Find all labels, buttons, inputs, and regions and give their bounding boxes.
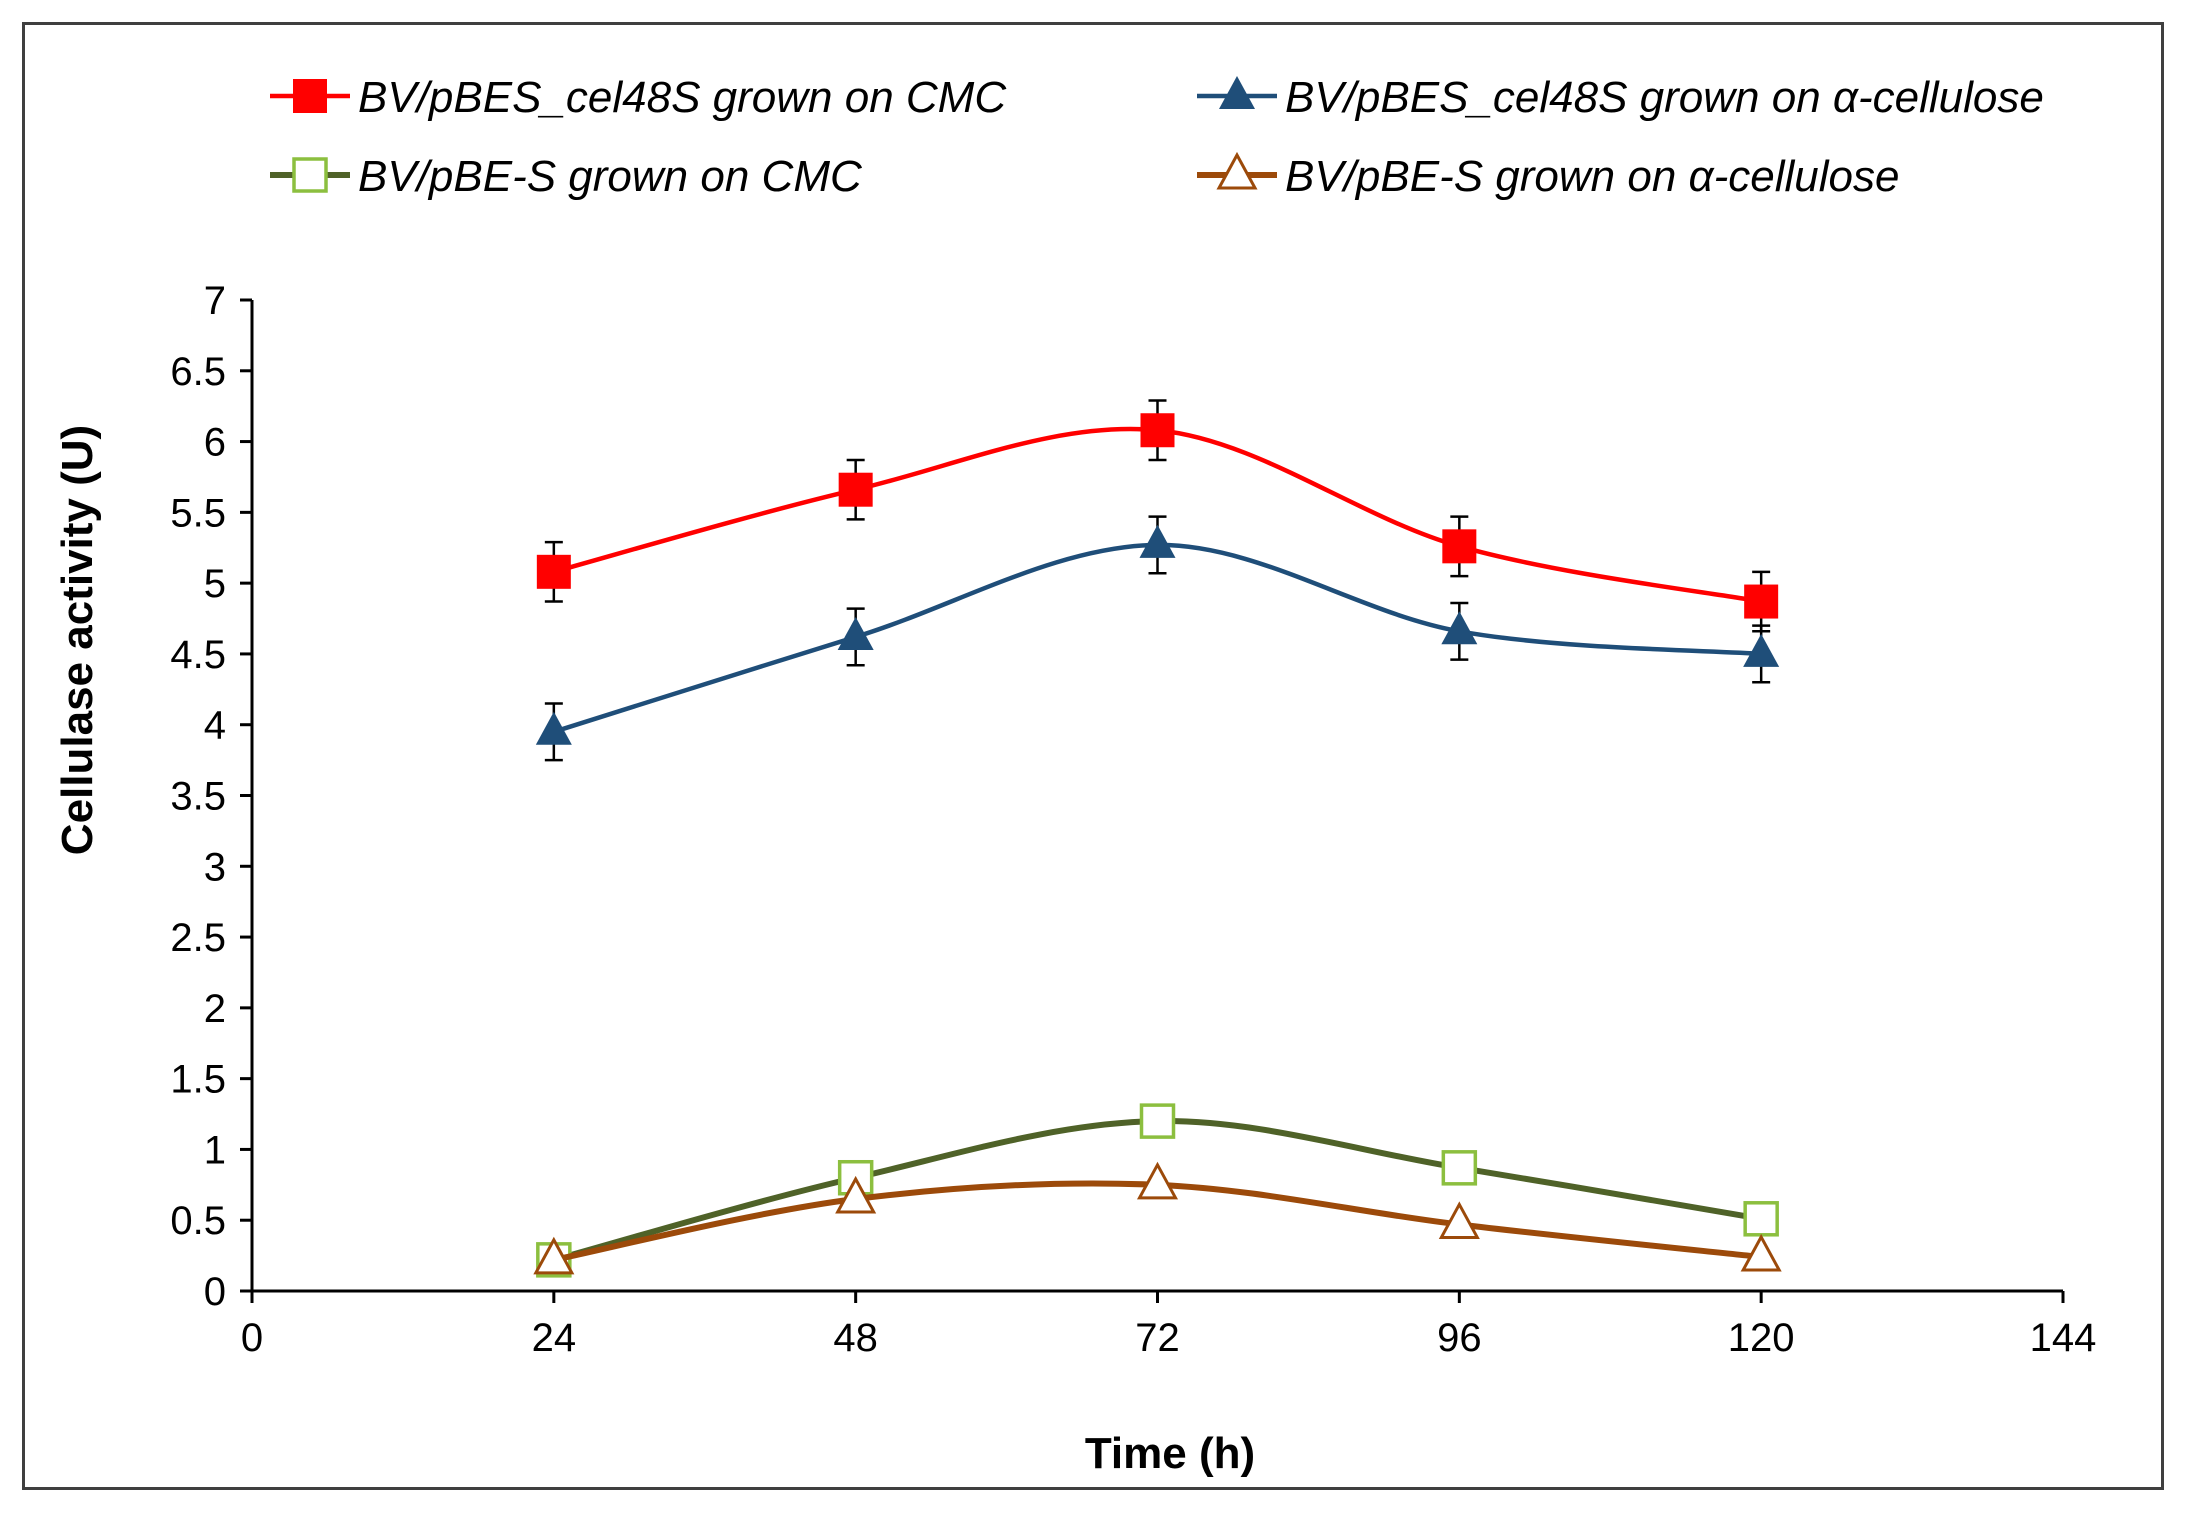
y-tick-label: 1.5: [170, 1058, 226, 1102]
y-tick-label: 2.5: [170, 916, 226, 960]
y-ticks: 0 0.5 1 1.5 2 2.5 3 3.5 4 4.5 5 5.5 6 6.5 7: [170, 279, 252, 1314]
data-point: [1441, 1150, 1478, 1186]
data-point: [1740, 1233, 1782, 1272]
legend-item-3: BV/pBE-S grown on CMC: [270, 152, 863, 201]
y-tick-label: 3: [204, 845, 226, 889]
y-tick-label: 4.5: [170, 633, 226, 677]
y-tick-label: 6.5: [170, 350, 226, 394]
y-tick-label: 0.5: [170, 1199, 226, 1243]
axes: 0 0.5 1 1.5 2 2.5 3 3.5 4 4.5 5 5.5 6 6.5 7 0 24 48 72 96 1…: [170, 279, 2096, 1360]
x-axis-title: Time (h): [1085, 1429, 1255, 1478]
data-point: [536, 554, 571, 589]
x-tick-label: 24: [532, 1316, 577, 1360]
legend-label: BV/pBE-S grown on CMC: [358, 152, 863, 201]
y-tick-label: 0: [204, 1270, 226, 1314]
y-tick-label: 7: [204, 279, 226, 323]
y-tick-label: 3.5: [170, 775, 226, 819]
data-point: [837, 616, 874, 650]
legend-item-1: BV/pBES_cel48S grown on CMC: [270, 73, 1007, 122]
legend-item-4: BV/pBE-S grown on α-cellulose: [1197, 151, 1900, 201]
legend-label: BV/pBES_cel48S grown on α-cellulose: [1285, 73, 2044, 122]
data-point: [1136, 1161, 1179, 1200]
chart-frame: [22, 22, 2164, 1490]
x-tick-label: 48: [833, 1316, 878, 1360]
data-point: [535, 711, 572, 745]
data-point: [1139, 1103, 1176, 1139]
data-point: [1140, 413, 1175, 448]
legend-marker: [293, 79, 327, 113]
y-tick-label: 5.5: [170, 491, 226, 535]
x-tick-label: 72: [1135, 1316, 1180, 1360]
x-tick-label: 120: [1728, 1316, 1795, 1360]
x-tick-label: 144: [2030, 1316, 2097, 1360]
legend-marker: [1219, 76, 1255, 109]
y-tick-label: 1: [204, 1128, 226, 1172]
series-4: [533, 1161, 1782, 1275]
data-point: [1441, 611, 1478, 645]
data-point: [838, 472, 873, 507]
legend-item-2: BV/pBES_cel48S grown on α-cellulose: [1197, 73, 2044, 122]
y-tick-label: 6: [204, 421, 226, 465]
legend-marker: [292, 157, 328, 193]
x-tick-label: 0: [241, 1316, 263, 1360]
y-tick-label: 4: [204, 704, 226, 748]
legend-label: BV/pBES_cel48S grown on CMC: [358, 73, 1007, 122]
data-point: [533, 1236, 575, 1275]
x-tick-label: 96: [1437, 1316, 1482, 1360]
data-point: [1438, 1201, 1480, 1239]
data-point: [1743, 1201, 1779, 1237]
legend-marker: [1216, 151, 1258, 190]
series-1: [536, 399, 1779, 633]
plot-series: [533, 399, 1782, 1278]
data-point: [835, 1175, 877, 1214]
y-axis-title: Cellulase activity (U): [53, 425, 102, 855]
data-point: [1442, 529, 1477, 564]
legend: BV/pBES_cel48S grown on CMC BV/pBES_cel48…: [270, 73, 2044, 201]
series-2: [535, 515, 1780, 762]
data-point: [1139, 524, 1176, 558]
data-point: [1743, 633, 1780, 667]
x-ticks: 0 24 48 72 96 120 144: [241, 1291, 2097, 1360]
data-point: [1744, 584, 1779, 619]
y-tick-label: 5: [204, 562, 226, 606]
legend-label: BV/pBE-S grown on α-cellulose: [1285, 152, 1900, 201]
y-tick-label: 2: [204, 987, 226, 1031]
